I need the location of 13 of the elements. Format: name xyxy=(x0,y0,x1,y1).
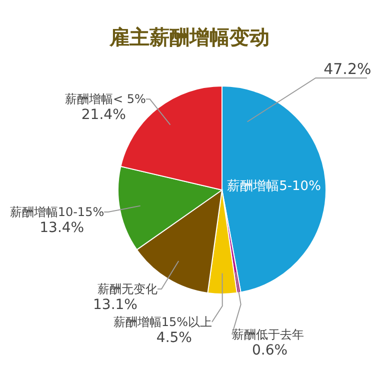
slice-label: 薪酬低于去年 xyxy=(232,327,304,342)
data-label: 21.4% xyxy=(81,107,126,124)
data-label: 13.1% xyxy=(93,296,138,313)
slice-label: 薪酬增幅5-10% xyxy=(227,178,321,194)
data-label: 47.2% xyxy=(324,60,372,78)
data-label: 0.6% xyxy=(252,342,288,358)
slice-label: 薪酬增幅10-15% xyxy=(10,205,104,220)
data-label: 13.4% xyxy=(40,220,84,236)
slice-label: 薪酬无变化 xyxy=(98,282,158,296)
data-label: 4.5% xyxy=(156,330,192,346)
slice-label: 薪酬增幅15%以上 xyxy=(113,315,212,329)
slice-label: 薪酬增幅< 5% xyxy=(64,92,146,106)
chart-title: 雇主薪酬增幅变动 xyxy=(108,25,270,49)
